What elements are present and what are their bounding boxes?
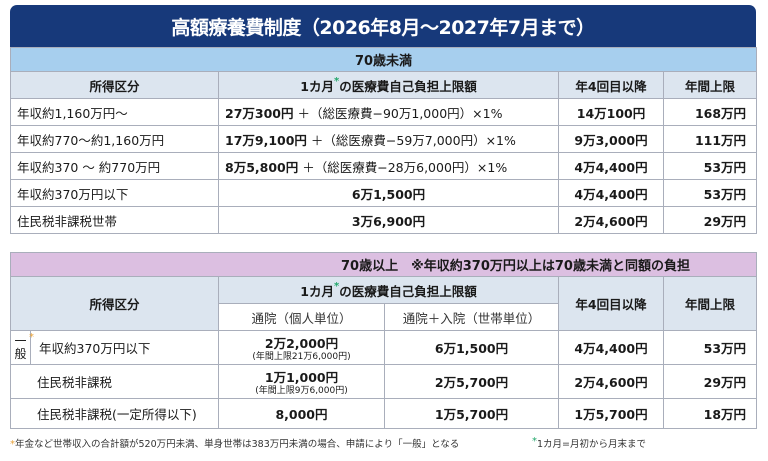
table-row: 年収約370万円以下 6万1,500円 4万4,400円 53万円 bbox=[10, 179, 758, 207]
fourth-time-header: 年4回目以降 bbox=[558, 71, 664, 99]
combined-header: 通院＋入院（世帯単位） bbox=[384, 303, 559, 331]
annual-cell: 111万円 bbox=[662, 125, 758, 153]
limit-cell: 6万1,500円 bbox=[218, 179, 559, 207]
fourth-time-header: 年4回目以降 bbox=[558, 276, 664, 331]
footnote-ippan: *年金など世帯収入の合計額が520万円未満、単身世帯は383万円未満の場合、申請… bbox=[10, 439, 460, 450]
annual-cell: 53万円 bbox=[662, 330, 758, 365]
combined-cell: 1万5,700円 bbox=[384, 398, 559, 429]
annual-cell: 18万円 bbox=[662, 398, 758, 429]
annual-cell: 53万円 bbox=[662, 152, 758, 180]
limit-cell: 27万300円 ＋（総医療費−90万1,000円）×1% bbox=[218, 98, 559, 126]
outpatient-header: 通院（個人単位） bbox=[218, 303, 385, 331]
category-header: 所得区分 bbox=[10, 71, 219, 99]
footnote-month: *1カ月=月初から月末まで bbox=[532, 436, 647, 450]
monthly-limit-header: 1カ月*の医療費自己負担上限額 bbox=[218, 71, 559, 99]
outpatient-cell: 1万1,000円 (年間上限9万6,000円) bbox=[218, 364, 385, 399]
fourth-cell: 4万4,400円 bbox=[558, 330, 664, 365]
annual-cell: 29万円 bbox=[662, 206, 758, 234]
under70-table: 70歳未満 所得区分 1カ月*の医療費自己負担上限額 年4回目以降 年間上限 年… bbox=[9, 47, 758, 234]
annual-cell: 29万円 bbox=[662, 364, 758, 399]
green-asterisk-icon: * bbox=[532, 436, 537, 447]
orange-asterisk-icon: * bbox=[29, 332, 34, 343]
combined-cell: 6万1,500円 bbox=[384, 330, 559, 365]
category-cell: 年収約370 〜 約770万円 bbox=[10, 152, 219, 180]
table-row: 年収約370 〜 約770万円 8万5,800円 ＋（総医療費−28万6,000… bbox=[10, 152, 758, 180]
category-cell: 住民税非課税 bbox=[10, 364, 219, 399]
category-cell: 年収約770〜約1,160万円 bbox=[10, 125, 219, 153]
table-row: 住民税非課税(一定所得以下) 8,000円 1万5,700円 1万5,700円 … bbox=[10, 398, 758, 429]
over70-section-label: 70歳以上 ※年収約370万円以上は70歳未満と同額の負担 bbox=[9, 252, 758, 277]
under70-section-label: 70歳未満 bbox=[9, 47, 758, 72]
category-cell: 一 般 * 年収約370万円以下 bbox=[10, 330, 219, 365]
fourth-cell: 2万4,600円 bbox=[558, 206, 664, 234]
annual-limit-header: 年間上限 bbox=[662, 276, 758, 331]
monthly-limit-header: 1カ月*の医療費自己負担上限額 bbox=[218, 276, 559, 304]
annual-cell: 168万円 bbox=[662, 98, 758, 126]
fourth-cell: 14万100円 bbox=[558, 98, 664, 126]
category-cell: 年収約370万円以下 bbox=[10, 179, 219, 207]
annual-cell: 53万円 bbox=[662, 179, 758, 207]
fourth-cell: 2万4,600円 bbox=[558, 364, 664, 399]
category-cell: 住民税非課税世帯 bbox=[10, 206, 219, 234]
page-title: 高額療養費制度（2026年8月〜2027年7月まで） bbox=[10, 5, 756, 47]
annual-limit-header: 年間上限 bbox=[662, 71, 758, 99]
category-cell: 住民税非課税(一定所得以下) bbox=[10, 398, 219, 429]
green-asterisk-icon: * bbox=[333, 75, 340, 87]
table-row: 住民税非課税世帯 3万6,900円 2万4,600円 29万円 bbox=[10, 206, 758, 234]
fourth-cell: 4万4,400円 bbox=[558, 152, 664, 180]
limit-cell: 8万5,800円 ＋（総医療費−28万6,000円）×1% bbox=[218, 152, 559, 180]
table-row: 住民税非課税 1万1,000円 (年間上限9万6,000円) 2万5,700円 … bbox=[10, 364, 758, 399]
ippan-label: 一 般 bbox=[12, 331, 31, 364]
table-row: 一 般 * 年収約370万円以下 2万2,000円 (年間上限21万6,000円… bbox=[10, 330, 758, 365]
category-header: 所得区分 bbox=[10, 276, 219, 331]
fourth-cell: 1万5,700円 bbox=[558, 398, 664, 429]
orange-asterisk-icon: * bbox=[10, 439, 15, 450]
limit-cell: 3万6,900円 bbox=[218, 206, 559, 234]
category-cell: 年収約1,160万円〜 bbox=[10, 98, 219, 126]
table-row: 年収約1,160万円〜 27万300円 ＋（総医療費−90万1,000円）×1%… bbox=[10, 98, 758, 126]
limit-cell: 17万9,100円 ＋（総医療費−59万7,000円）×1% bbox=[218, 125, 559, 153]
outpatient-cell: 8,000円 bbox=[218, 398, 385, 429]
green-asterisk-icon: * bbox=[333, 280, 340, 292]
table-row: 年収約770〜約1,160万円 17万9,100円 ＋（総医療費−59万7,00… bbox=[10, 125, 758, 153]
fourth-cell: 4万4,400円 bbox=[558, 179, 664, 207]
combined-cell: 2万5,700円 bbox=[384, 364, 559, 399]
over70-table: 70歳以上 ※年収約370万円以上は70歳未満と同額の負担 所得区分 1カ月*の… bbox=[9, 252, 758, 429]
fourth-cell: 9万3,000円 bbox=[558, 125, 664, 153]
outpatient-cell: 2万2,000円 (年間上限21万6,000円) bbox=[218, 330, 385, 365]
